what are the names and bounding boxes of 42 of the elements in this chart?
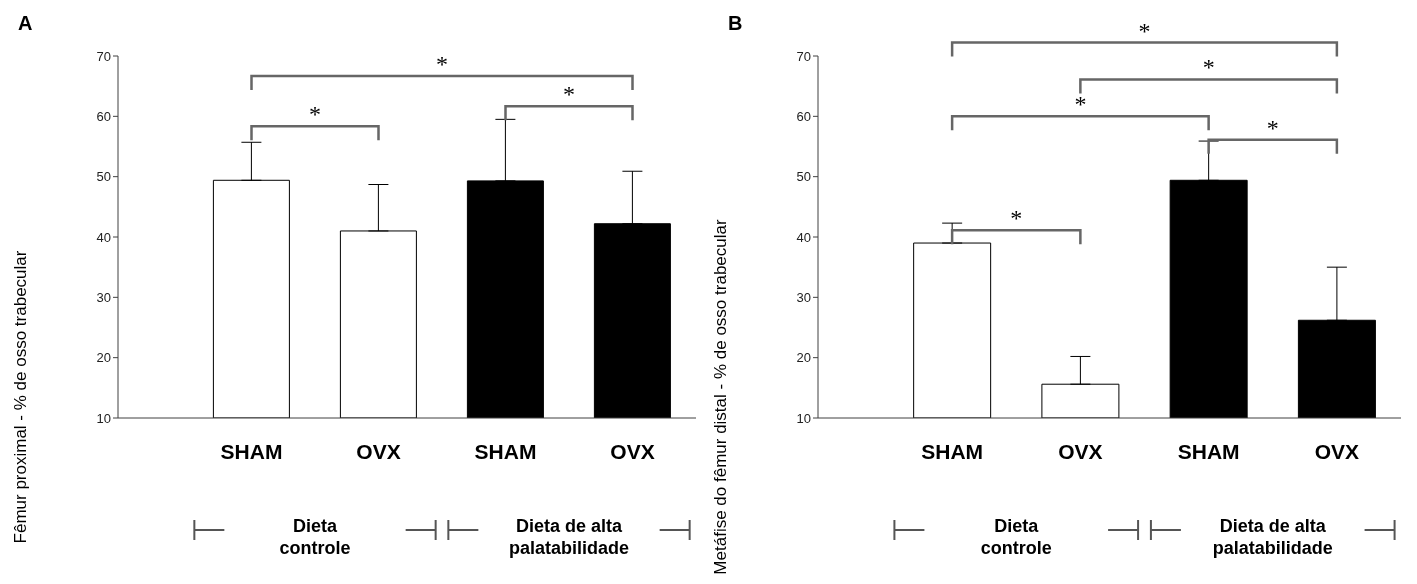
y-tick-label: 10	[796, 410, 811, 426]
y-tick-label: 20	[796, 350, 811, 366]
x-tick-label: SHAM	[220, 439, 283, 463]
annotation: *	[1074, 91, 1087, 118]
x-tick-label: OVX	[356, 439, 401, 463]
annotation: *	[309, 101, 321, 128]
y-tick-label: 40	[796, 229, 811, 245]
chart-title: A	[18, 12, 33, 34]
text: Dieta controle	[980, 516, 1052, 558]
x-tick-label: SHAM	[1177, 439, 1240, 463]
significance-bracket: *	[1079, 54, 1339, 94]
x-tick-label: OVX	[610, 439, 655, 463]
annotation: *	[436, 51, 448, 78]
y-tick-label: 50	[96, 169, 111, 185]
y-tick-label: 20	[96, 350, 111, 366]
y-tick-label: 30	[96, 289, 111, 305]
y-tick-label: 10	[96, 410, 111, 426]
significance-bracket: *	[950, 205, 1082, 245]
annotation: *	[1010, 205, 1023, 232]
y-tick-label: 70	[96, 48, 111, 64]
significance-bracket: *	[950, 91, 1210, 131]
chart-title: B	[728, 12, 743, 34]
y-axis-title: Fêmur proximal - % de osso trabecular	[11, 250, 31, 544]
y-tick-label: 40	[96, 229, 111, 245]
x-tick-label: SHAM	[921, 439, 984, 463]
y-tick-label: 50	[796, 169, 811, 185]
significance-bracket: *	[950, 17, 1339, 57]
text: Dieta controle	[279, 516, 351, 558]
y-tick-label: 70	[796, 48, 811, 64]
x-tick-label: OVX	[1314, 439, 1360, 463]
annotation: *	[1202, 54, 1215, 81]
y-tick-label: 60	[96, 108, 111, 124]
significance-bracket: *	[1207, 114, 1339, 154]
text: Dieta de alta palatabilidade	[1212, 516, 1333, 558]
text: Dieta de alta palatabilidade	[508, 516, 630, 558]
annotation: *	[1266, 114, 1279, 141]
x-tick-label: OVX	[1058, 439, 1103, 463]
x-tick-label: SHAM	[474, 439, 537, 463]
y-tick-label: 60	[796, 108, 811, 124]
y-tick-label: 30	[796, 289, 811, 305]
y-axis-title: Metáfise do fêmur distal - % de osso trabecular	[711, 219, 731, 575]
significance-bracket: *	[250, 101, 380, 141]
